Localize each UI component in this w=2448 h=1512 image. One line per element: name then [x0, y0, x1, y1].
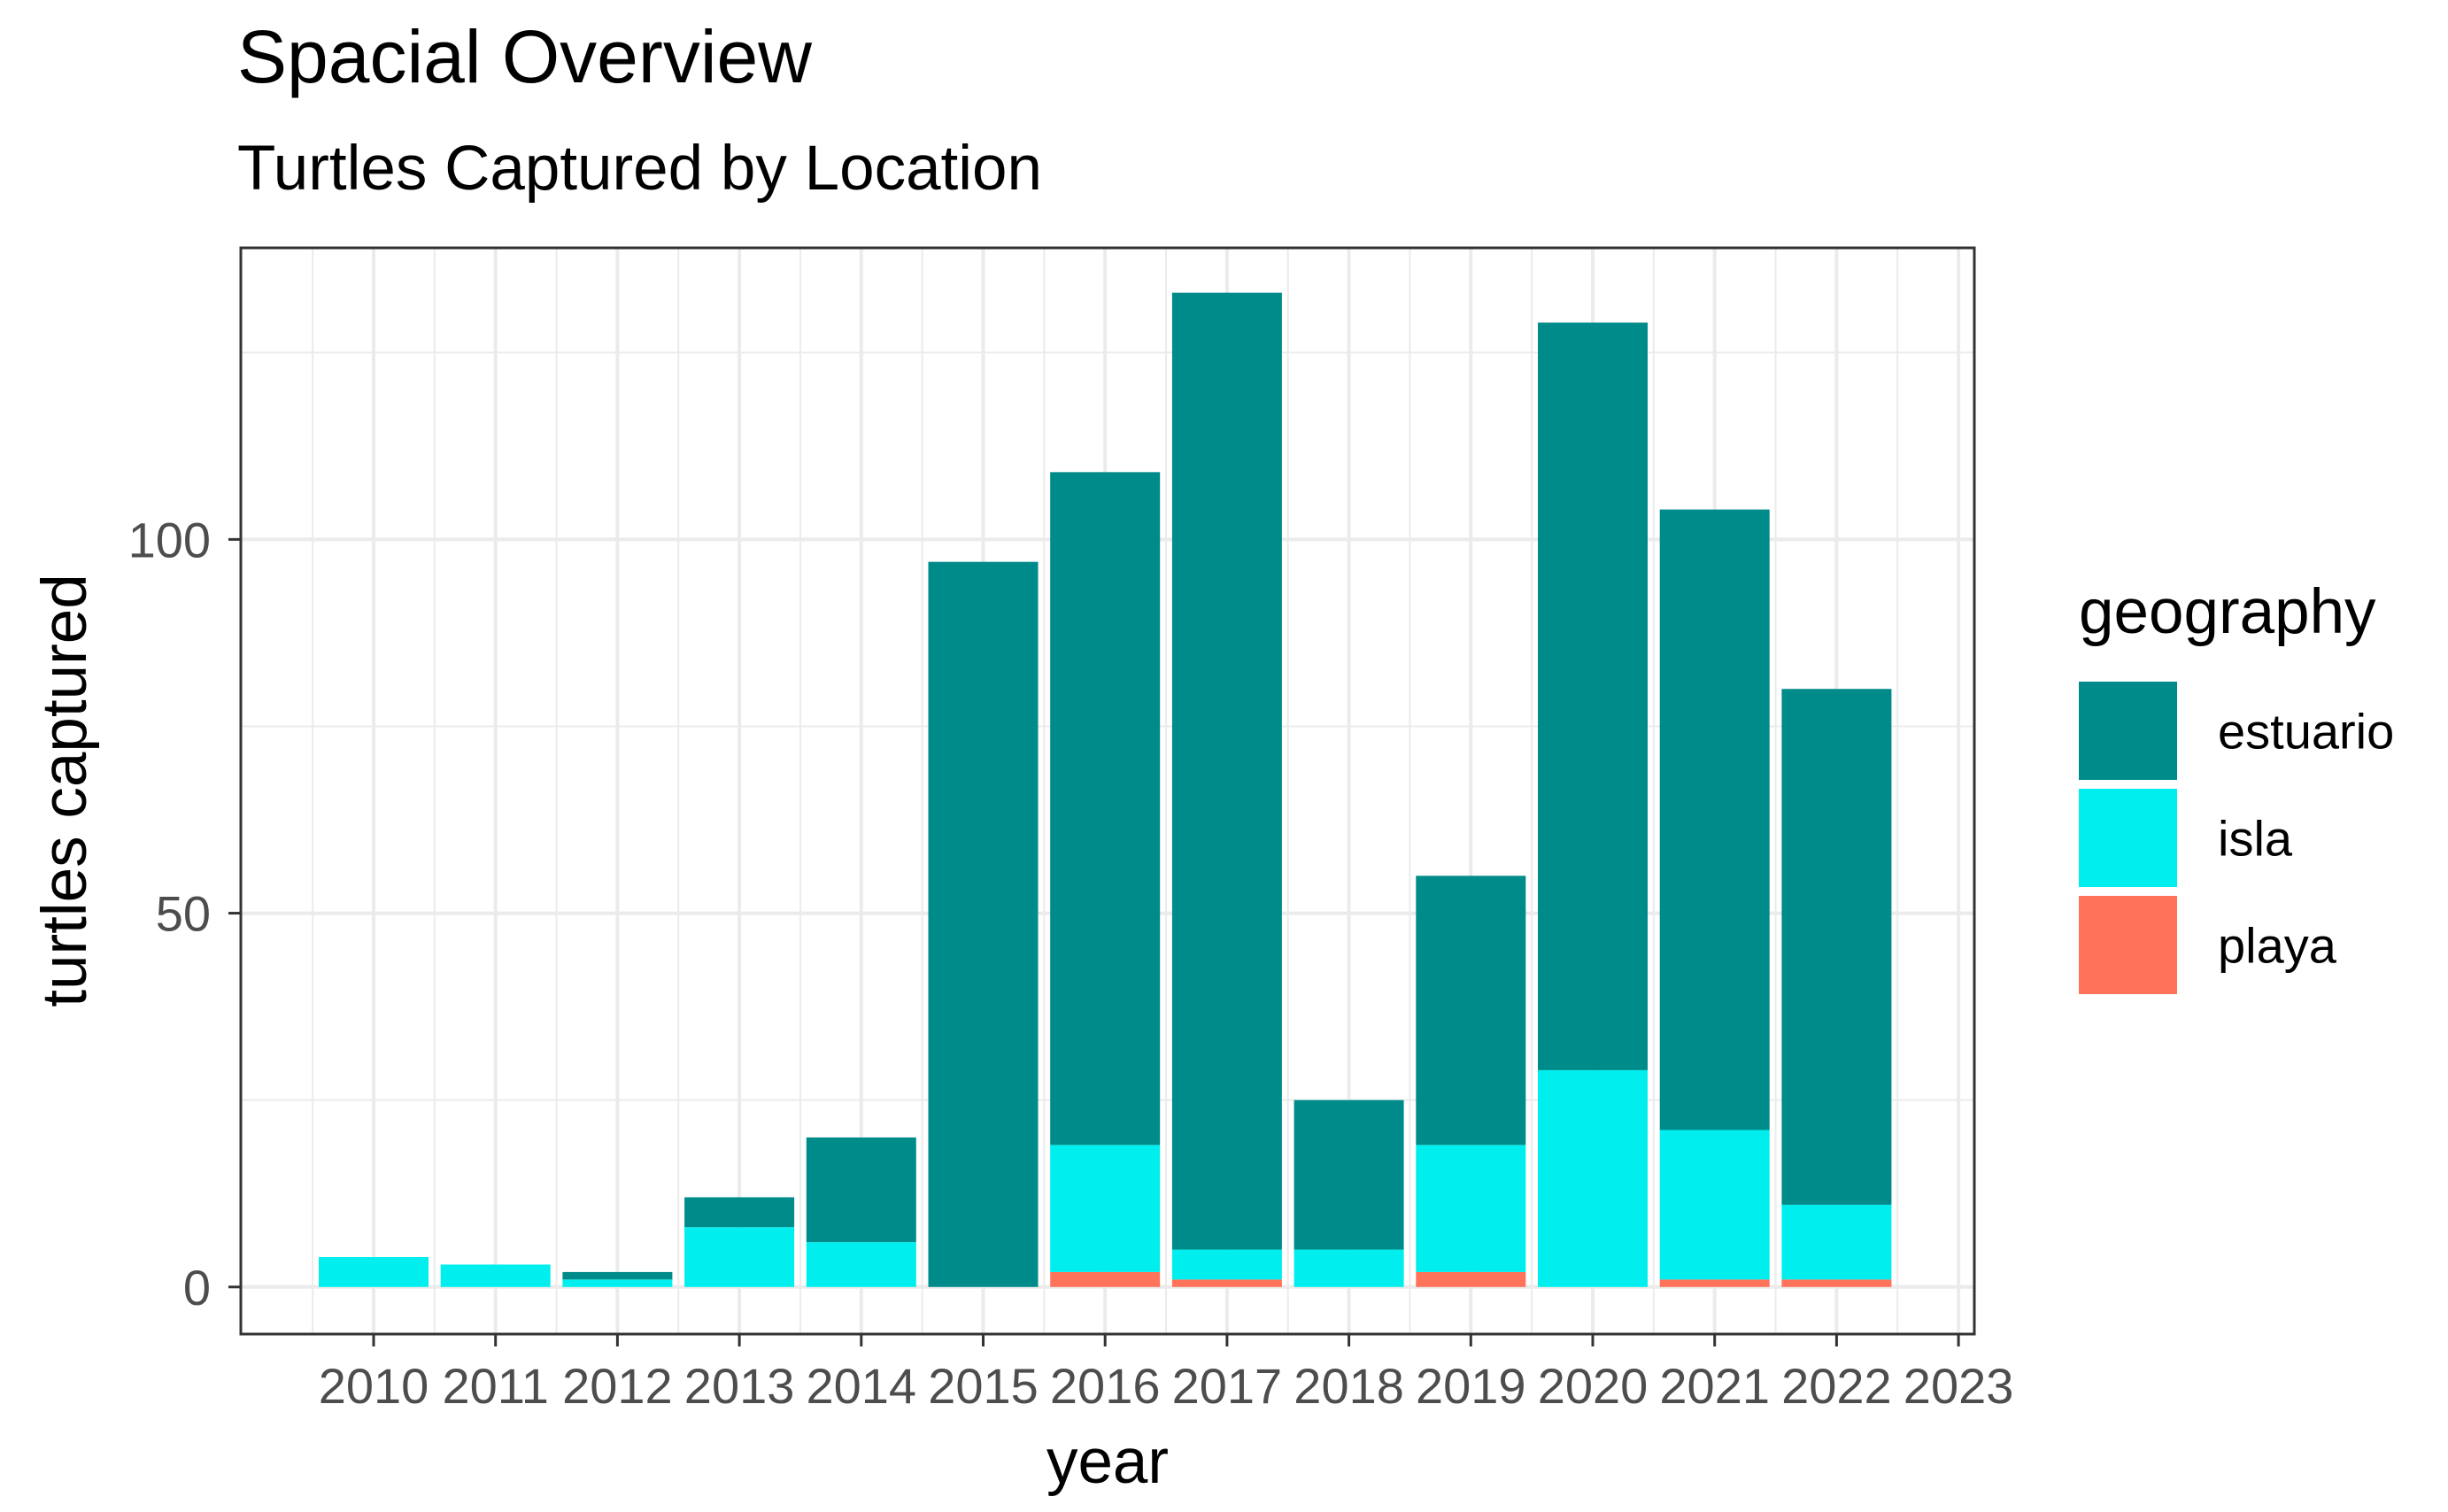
bar-playa-2022	[1781, 1279, 1892, 1287]
bar-estuario-2021	[1659, 509, 1770, 1130]
x-tick-label: 2020	[1538, 1358, 1649, 1414]
x-tick-label: 2023	[1904, 1358, 2014, 1414]
x-tick-label: 2018	[1294, 1358, 1404, 1414]
bar-playa-2019	[1416, 1271, 1526, 1287]
chart-subtitle: Turtles Captured by Location	[237, 134, 1043, 204]
bar-isla-2020	[1538, 1069, 1648, 1287]
bar-playa-2017	[1171, 1279, 1282, 1287]
bar-estuario-2019	[1416, 876, 1526, 1146]
bar-estuario-2017	[1171, 292, 1282, 1250]
bar-estuario-2016	[1050, 472, 1161, 1146]
bar-estuario-2015	[928, 561, 1039, 1287]
bar-estuario-2022	[1781, 689, 1892, 1205]
x-tick-label: 2015	[928, 1358, 1039, 1414]
x-tick-label: 2022	[1781, 1358, 1892, 1414]
x-tick-label: 2016	[1050, 1358, 1161, 1414]
x-tick-label: 2014	[807, 1358, 917, 1414]
x-tick-label: 2019	[1416, 1358, 1526, 1414]
bar-isla-2019	[1416, 1145, 1526, 1272]
bar-isla-2021	[1659, 1130, 1770, 1280]
bar-playa-2021	[1659, 1279, 1770, 1287]
bar-isla-2012	[562, 1279, 673, 1287]
y-tick-label: 100	[128, 512, 211, 567]
plot-panel-border	[239, 246, 1976, 1336]
x-tick-label: 2013	[684, 1358, 795, 1414]
y-axis-title: turtles captured	[30, 574, 100, 1007]
y-axis: 0 50 100	[128, 512, 241, 1315]
bar-isla-2011	[440, 1264, 551, 1287]
x-axis: 2010 2011 2012 2013 2014 2015 2016 2017 2018 2019…	[319, 1334, 2014, 1414]
bar-estuario-2014	[806, 1137, 916, 1243]
bar-isla-2013	[684, 1227, 795, 1287]
legend-key-isla	[2079, 789, 2177, 887]
y-tick-label: 0	[183, 1260, 211, 1315]
x-axis-title: year	[1046, 1427, 1169, 1497]
legend-label-isla: isla	[2218, 811, 2293, 867]
bar-estuario-2020	[1538, 322, 1648, 1070]
bar-isla-2018	[1294, 1249, 1404, 1287]
bar-isla-2022	[1781, 1204, 1892, 1280]
bar-isla-2017	[1171, 1249, 1282, 1280]
x-tick-label: 2010	[319, 1358, 429, 1414]
bar-estuario-2013	[684, 1197, 795, 1228]
x-tick-label: 2017	[1172, 1358, 1283, 1414]
x-tick-label: 2021	[1659, 1358, 1770, 1414]
x-tick-label: 2012	[562, 1358, 673, 1414]
legend-label-playa: playa	[2218, 918, 2337, 974]
bar-estuario-2018	[1294, 1099, 1404, 1250]
legend-title: geography	[2079, 577, 2376, 647]
y-tick-label: 50	[156, 886, 211, 942]
bar-isla-2016	[1050, 1145, 1161, 1272]
legend-key-estuario	[2079, 682, 2177, 780]
legend-label-estuario: estuario	[2218, 704, 2394, 760]
bar-playa-2016	[1050, 1271, 1161, 1287]
legend: geography estuario isla playa	[2079, 577, 2394, 994]
legend-key-playa	[2079, 896, 2177, 994]
bar-isla-2010	[319, 1257, 429, 1287]
bar-estuario-2012	[562, 1271, 673, 1280]
bar-isla-2014	[806, 1242, 916, 1287]
bars	[319, 292, 1892, 1287]
chart-title: Spacial Overview	[237, 15, 812, 98]
x-tick-label: 2011	[442, 1358, 548, 1414]
